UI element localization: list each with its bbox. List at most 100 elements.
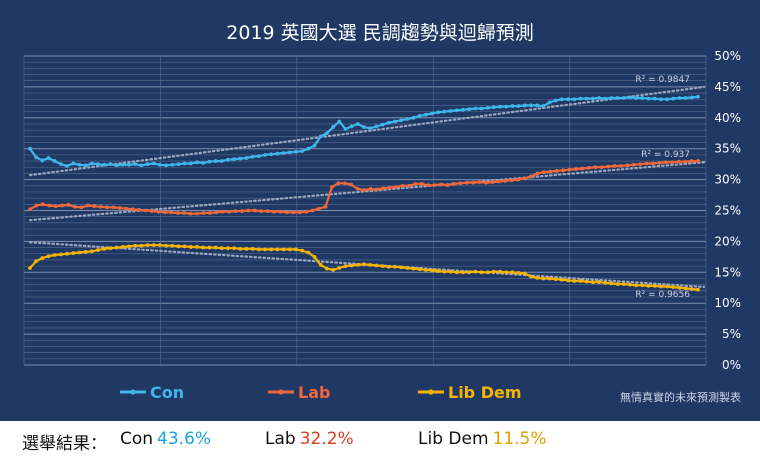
result-libdem-value: 11.5% <box>492 429 547 449</box>
data-point <box>426 183 431 188</box>
data-point <box>278 209 283 214</box>
data-point <box>561 168 566 173</box>
data-point <box>454 270 459 275</box>
data-point <box>272 209 276 214</box>
data-point <box>590 280 595 285</box>
data-point <box>504 270 509 275</box>
data-point <box>28 266 32 270</box>
data-point <box>590 96 595 101</box>
data-point <box>683 286 688 291</box>
data-point <box>362 125 366 129</box>
data-point <box>157 243 162 248</box>
y-tick-label: 25% <box>714 204 741 218</box>
data-point <box>238 156 243 161</box>
data-point <box>477 180 482 184</box>
data-point <box>461 107 465 112</box>
data-point <box>65 164 70 168</box>
data-point <box>306 250 311 255</box>
data-point <box>355 262 360 267</box>
data-point <box>220 209 225 214</box>
data-point <box>484 180 488 185</box>
data-point <box>677 96 682 100</box>
data-point <box>329 185 334 189</box>
data-point <box>331 125 335 129</box>
result-libdem-name: Lib Dem <box>418 429 489 449</box>
data-point <box>213 245 218 250</box>
data-point <box>342 181 347 186</box>
data-point <box>331 267 335 272</box>
data-point <box>445 183 450 188</box>
chart-note: 無情真實的未來預測製表 <box>620 390 741 404</box>
data-point <box>671 285 676 290</box>
y-tick-label: 30% <box>714 173 741 187</box>
data-point <box>646 283 651 288</box>
data-point <box>676 159 681 164</box>
data-point <box>580 166 585 171</box>
data-point <box>498 104 502 109</box>
data-point <box>207 159 212 164</box>
trendline-lab <box>28 161 706 222</box>
data-point <box>47 203 52 208</box>
data-point <box>374 263 379 268</box>
data-point <box>442 269 447 274</box>
data-point <box>510 104 515 108</box>
data-point <box>157 162 162 167</box>
data-point <box>572 279 577 283</box>
data-point <box>634 96 639 100</box>
data-point <box>52 159 57 163</box>
data-point <box>516 271 521 275</box>
data-point <box>164 163 168 168</box>
data-point <box>343 127 348 131</box>
data-point <box>423 267 428 272</box>
data-point <box>170 243 175 248</box>
data-point <box>535 103 540 108</box>
data-point <box>652 283 657 288</box>
data-point <box>310 208 315 213</box>
data-point <box>96 162 100 167</box>
data-point <box>553 277 558 281</box>
data-point <box>411 115 416 120</box>
data-point <box>619 164 623 168</box>
data-point <box>28 207 32 212</box>
data-point <box>176 162 181 167</box>
data-point <box>124 206 129 211</box>
results-footer: 選舉結果： Con 43.6% Lab 32.2% Lib Dem 11.5% <box>0 421 760 465</box>
data-point <box>541 104 546 108</box>
result-lab-name: Lab <box>265 429 296 449</box>
data-point <box>34 203 39 208</box>
data-point <box>658 97 663 102</box>
data-point <box>195 245 199 249</box>
data-point <box>606 164 610 169</box>
result-con-value: 43.6% <box>157 429 212 449</box>
data-point <box>485 270 490 275</box>
data-point <box>516 177 521 182</box>
data-point <box>201 161 206 165</box>
data-point <box>615 96 620 100</box>
data-point <box>439 182 443 187</box>
data-point <box>318 134 323 139</box>
data-point <box>53 204 58 209</box>
data-point <box>232 157 237 162</box>
data-point <box>219 246 224 251</box>
data-point <box>696 94 700 99</box>
y-tick-label: 35% <box>714 142 741 156</box>
legend-label: Con <box>150 383 184 402</box>
data-point <box>651 161 655 166</box>
data-point <box>553 98 558 103</box>
results-label: 選舉結果： <box>22 434 107 454</box>
data-point <box>118 206 122 210</box>
data-point <box>28 146 32 151</box>
data-point <box>133 162 138 167</box>
data-point <box>294 149 298 154</box>
data-point <box>387 185 392 190</box>
data-point <box>677 285 682 290</box>
r2-label: R² = 0.9656 <box>635 290 690 300</box>
data-point <box>150 209 154 214</box>
data-point <box>337 119 342 124</box>
data-point <box>285 210 289 215</box>
data-point <box>510 270 515 275</box>
data-point <box>394 185 399 189</box>
data-point <box>96 248 100 252</box>
data-point <box>603 280 608 285</box>
data-point <box>658 284 663 289</box>
